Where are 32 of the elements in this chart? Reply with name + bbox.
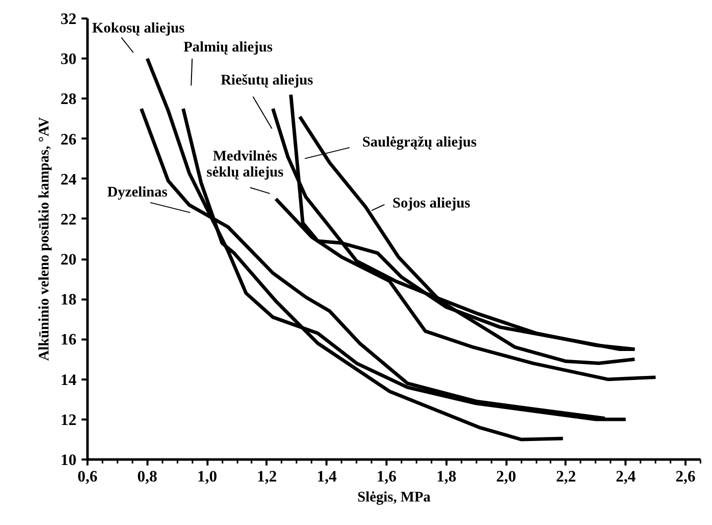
x-tick-label: 1,8 xyxy=(436,468,456,486)
annotation: Dyzelinas xyxy=(107,184,168,201)
x-axis-title: Slėgis, MPa xyxy=(357,490,432,506)
y-tick-label: 22 xyxy=(60,211,76,228)
x-tick-label: 2,4 xyxy=(616,468,636,486)
y-tick-label: 32 xyxy=(60,11,76,28)
x-tick-label: 1,4 xyxy=(316,468,337,486)
x-tick-label: 2,0 xyxy=(496,468,516,486)
x-tick-label: 2,2 xyxy=(556,468,576,486)
annotation: Riešutų aliejus xyxy=(220,72,314,89)
annotation: Medvilnės sėklų aliejus xyxy=(206,148,284,181)
x-tick-label: 1,6 xyxy=(376,468,397,486)
y-tick-label: 10 xyxy=(60,452,76,469)
y-tick-label: 14 xyxy=(60,372,76,389)
x-tick-label: 2,6 xyxy=(676,468,696,486)
y-tick-label: 26 xyxy=(60,131,76,148)
y-tick-label: 24 xyxy=(60,171,76,188)
y-tick-label: 16 xyxy=(60,332,76,349)
y-tick-label: 30 xyxy=(60,51,76,68)
x-tick-label: 1,2 xyxy=(256,468,277,486)
y-axis-title: Alkūninio veleno posūkio kampas, °AV xyxy=(36,116,52,361)
annotation: Sojos aliejus xyxy=(392,196,471,212)
annotation: Kokosų aliejus xyxy=(92,20,185,37)
y-tick-label: 28 xyxy=(60,91,76,108)
y-tick-label: 20 xyxy=(60,252,76,269)
annotation: Palmių aliejus xyxy=(183,40,273,56)
y-tick-label: 18 xyxy=(60,292,76,309)
y-tick-label: 12 xyxy=(60,412,76,429)
x-tick-label: 0,6 xyxy=(78,468,98,486)
x-tick-label: 0,8 xyxy=(137,468,158,486)
annotation: Saulėgrąžų aliejus xyxy=(362,134,477,151)
x-tick-label: 1,0 xyxy=(197,468,218,486)
